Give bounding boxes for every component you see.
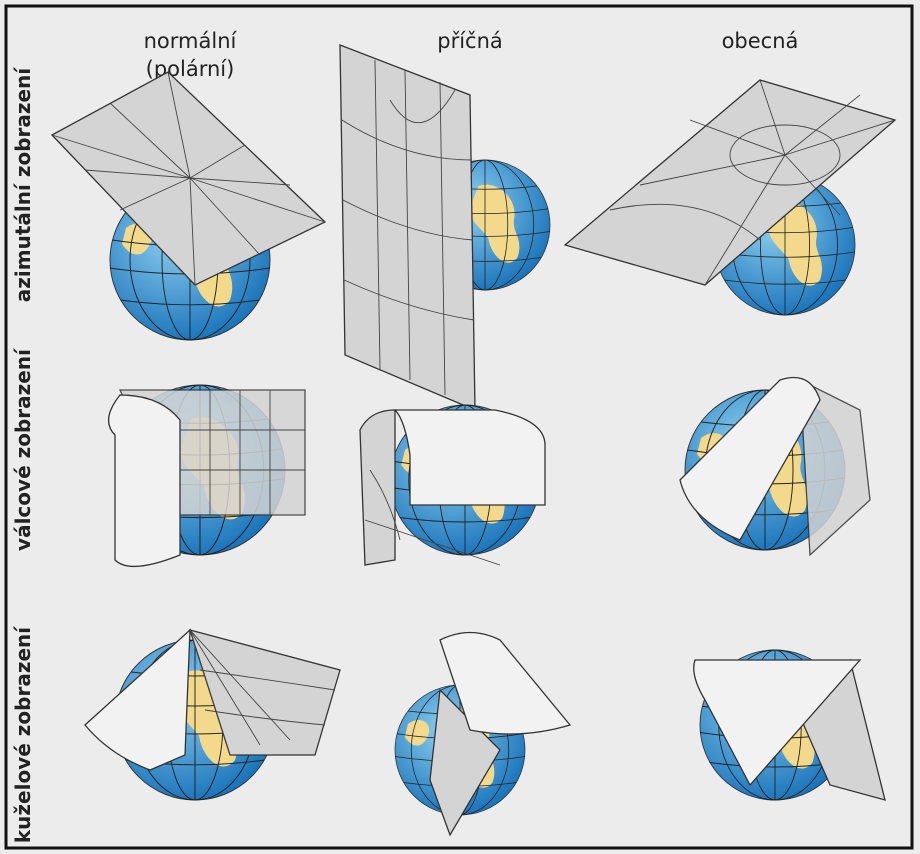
column-header: obecná <box>722 29 799 53</box>
row-label: kuželové zobrazení <box>11 626 35 843</box>
column-header: příčná <box>437 29 503 53</box>
row-label: azimutální zobrazení <box>11 67 35 303</box>
row-label: válcové zobrazení <box>11 348 35 551</box>
projection-diagram: normální (polární) příčná obecná azimutá… <box>0 0 920 854</box>
column-header: normální <box>144 29 238 53</box>
